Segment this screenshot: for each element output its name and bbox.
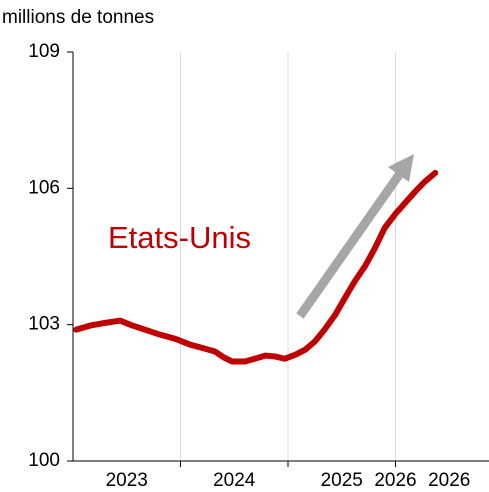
arrow-shaft (296, 169, 405, 319)
axis-title: millions de tonnes (2, 7, 154, 28)
x-tick-label: 2026 (374, 470, 416, 491)
x-tick-label: 2024 (213, 470, 256, 491)
trend-arrow (296, 154, 414, 319)
x-tick-label: 2026 (428, 470, 470, 491)
y-tick-label: 109 (28, 41, 60, 62)
x-tick-label: 2023 (106, 470, 148, 491)
data-line (73, 169, 439, 365)
annotation: Etats-Unis (108, 220, 251, 255)
x-tick-label: 2025 (321, 470, 363, 491)
arrow-head (388, 154, 414, 182)
y-tick-label: 106 (28, 177, 60, 198)
y-tick-label: 103 (28, 314, 60, 335)
y-tick-label: 100 (28, 450, 60, 471)
